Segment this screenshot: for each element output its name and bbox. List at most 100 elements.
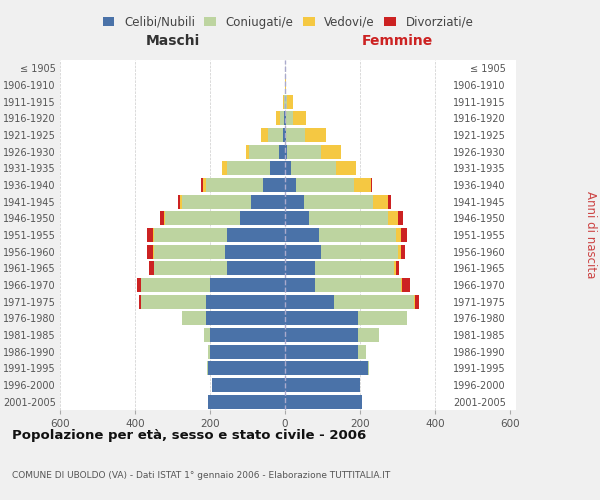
Bar bbox=[270, 162, 285, 175]
Bar bbox=[160, 211, 164, 226]
Bar bbox=[268, 128, 283, 142]
Bar bbox=[401, 244, 405, 259]
Bar bbox=[283, 128, 285, 142]
Bar bbox=[285, 211, 310, 226]
Bar bbox=[286, 94, 287, 109]
Bar bbox=[148, 244, 153, 259]
Bar bbox=[285, 344, 358, 359]
Bar bbox=[367, 361, 370, 376]
Bar bbox=[285, 228, 319, 242]
Bar bbox=[285, 178, 296, 192]
Bar bbox=[207, 361, 208, 376]
Bar bbox=[358, 311, 407, 326]
Bar bbox=[285, 112, 286, 126]
Bar bbox=[276, 112, 280, 126]
Bar bbox=[415, 294, 419, 308]
Bar bbox=[140, 278, 210, 292]
Bar bbox=[263, 178, 285, 192]
Bar bbox=[139, 294, 140, 308]
Bar bbox=[293, 112, 307, 126]
Bar bbox=[355, 178, 371, 192]
Bar bbox=[210, 344, 285, 359]
Bar bbox=[286, 112, 293, 126]
Bar bbox=[251, 194, 285, 209]
Bar bbox=[335, 162, 356, 175]
Bar bbox=[225, 244, 285, 259]
Bar bbox=[154, 261, 227, 276]
Bar bbox=[208, 344, 210, 359]
Text: Femmine: Femmine bbox=[362, 34, 433, 48]
Bar bbox=[178, 194, 180, 209]
Bar bbox=[373, 194, 388, 209]
Bar bbox=[212, 378, 285, 392]
Bar bbox=[223, 162, 227, 175]
Bar bbox=[285, 162, 290, 175]
Bar bbox=[285, 294, 334, 308]
Bar bbox=[227, 162, 270, 175]
Bar bbox=[140, 294, 206, 308]
Bar bbox=[388, 194, 391, 209]
Bar bbox=[180, 194, 182, 209]
Bar bbox=[310, 211, 388, 226]
Bar bbox=[285, 144, 287, 159]
Bar bbox=[401, 278, 403, 292]
Bar bbox=[210, 328, 285, 342]
Bar bbox=[287, 94, 293, 109]
Bar bbox=[208, 394, 285, 409]
Bar bbox=[153, 244, 154, 259]
Bar bbox=[305, 128, 325, 142]
Bar bbox=[285, 378, 360, 392]
Bar bbox=[285, 261, 315, 276]
Bar bbox=[154, 244, 225, 259]
Bar bbox=[164, 211, 165, 226]
Bar bbox=[206, 294, 285, 308]
Text: Maschi: Maschi bbox=[145, 34, 200, 48]
Bar bbox=[371, 178, 373, 192]
Bar bbox=[394, 261, 395, 276]
Bar bbox=[401, 228, 407, 242]
Bar bbox=[147, 228, 152, 242]
Bar bbox=[152, 228, 154, 242]
Bar bbox=[154, 228, 227, 242]
Bar bbox=[200, 178, 203, 192]
Bar bbox=[395, 228, 401, 242]
Bar bbox=[227, 228, 285, 242]
Bar bbox=[315, 261, 394, 276]
Bar bbox=[315, 278, 401, 292]
Bar bbox=[358, 344, 365, 359]
Bar bbox=[285, 278, 315, 292]
Text: Popolazione per età, sesso e stato civile - 2006: Popolazione per età, sesso e stato civil… bbox=[12, 430, 366, 442]
Bar bbox=[334, 294, 415, 308]
Bar bbox=[208, 361, 285, 376]
Bar bbox=[247, 144, 250, 159]
Bar bbox=[250, 144, 280, 159]
Bar bbox=[182, 311, 206, 326]
Bar bbox=[206, 311, 285, 326]
Bar bbox=[304, 194, 373, 209]
Bar bbox=[287, 144, 320, 159]
Bar bbox=[320, 244, 398, 259]
Bar bbox=[206, 178, 263, 192]
Bar bbox=[149, 261, 154, 276]
Bar bbox=[182, 194, 251, 209]
Bar bbox=[280, 112, 284, 126]
Bar bbox=[203, 178, 206, 192]
Text: Anni di nascita: Anni di nascita bbox=[584, 192, 597, 278]
Bar bbox=[296, 178, 355, 192]
Text: COMUNE DI UBOLDO (VA) - Dati ISTAT 1° gennaio 2006 - Elaborazione TUTTITALIA.IT: COMUNE DI UBOLDO (VA) - Dati ISTAT 1° ge… bbox=[12, 471, 390, 480]
Bar bbox=[285, 244, 320, 259]
Bar bbox=[320, 144, 341, 159]
Legend: Celibi/Nubili, Coniugati/e, Vedovi/e, Divorziati/e: Celibi/Nubili, Coniugati/e, Vedovi/e, Di… bbox=[98, 11, 478, 34]
Bar bbox=[285, 311, 358, 326]
Bar bbox=[403, 278, 410, 292]
Bar bbox=[262, 128, 268, 142]
Bar bbox=[285, 194, 304, 209]
Bar bbox=[395, 261, 398, 276]
Bar bbox=[285, 361, 367, 376]
Bar bbox=[358, 328, 379, 342]
Bar bbox=[398, 211, 403, 226]
Bar bbox=[284, 112, 285, 126]
Bar bbox=[205, 328, 210, 342]
Bar bbox=[227, 261, 285, 276]
Bar bbox=[285, 128, 286, 142]
